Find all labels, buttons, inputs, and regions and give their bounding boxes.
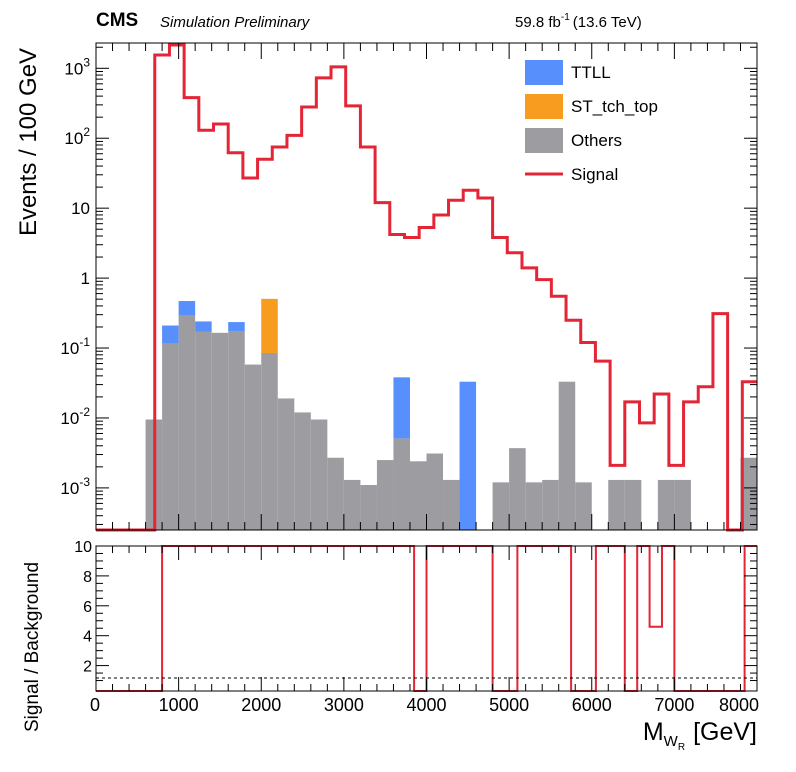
ratio-line	[96, 545, 757, 692]
y-tick-label: 10	[71, 199, 90, 218]
bar-others	[277, 398, 295, 530]
legend-swatch-others	[525, 128, 563, 153]
bar-others	[426, 453, 444, 530]
bar-others	[657, 479, 675, 530]
bar-others	[443, 479, 460, 530]
luminosity-label: 59.8 fb-1 (13.6 TeV)	[515, 12, 642, 31]
legend-label-ttll: TTLL	[571, 63, 611, 82]
experiment-label: CMS	[96, 10, 138, 31]
bar-others	[558, 381, 576, 530]
x-tick-label: 8000	[719, 695, 759, 715]
bar-others	[740, 457, 757, 530]
x-tick-label: 0	[90, 695, 100, 715]
bar-ttll	[162, 325, 179, 344]
bar-others	[360, 485, 377, 530]
x-tick-label: 5000	[489, 695, 529, 715]
x-tick-label: 1000	[159, 695, 199, 715]
bar-others	[261, 352, 278, 530]
bar-others	[343, 479, 361, 530]
x-axis-symbol: M	[643, 718, 664, 746]
x-axis-label: MWR [GeV]	[643, 718, 757, 753]
bar-others	[509, 448, 526, 530]
x-axis-subsubscript: R	[678, 742, 685, 753]
y-tick-label: 10-3	[60, 475, 90, 498]
ratio-y-tick-label: 10	[74, 539, 92, 556]
signal-line	[96, 43, 757, 532]
bar-ttll	[178, 301, 196, 316]
x-tick-label: 3000	[324, 695, 364, 715]
bar-others	[162, 343, 179, 530]
ratio-axes: 2 4 6 8 10 0 1000 2000 3000 4000 5000 6000 7000 8000	[74, 539, 759, 715]
bar-others	[608, 479, 625, 530]
bar-ttll	[393, 377, 410, 439]
bar-ttll	[228, 322, 245, 332]
y-tick-label: 1	[81, 269, 90, 288]
lumi-value: 59.8 fb	[515, 14, 561, 31]
energy-label: (13.6 TeV)	[573, 14, 642, 31]
legend-label-signal: Signal	[571, 165, 618, 184]
x-tick-label: 6000	[572, 695, 612, 715]
bar-others	[244, 364, 262, 530]
main-frame	[95, 42, 758, 531]
ratio-frame	[95, 545, 758, 692]
bar-others	[575, 482, 592, 530]
legend: TTLL ST_tch_top Others Signal	[525, 60, 658, 184]
legend-swatch-st-tch-top	[525, 94, 563, 119]
y-tick-label: 102	[64, 125, 90, 148]
ratio-y-axis-label: Signal / Background	[22, 562, 43, 732]
bar-others	[294, 412, 311, 530]
y-tick-label: 10-1	[60, 335, 90, 358]
ratio-y-tick-label: 2	[83, 659, 92, 676]
x-axis-subscript: W	[664, 733, 679, 750]
x-tick-label: 4000	[406, 695, 446, 715]
bar-others	[211, 332, 229, 530]
bar-others	[674, 479, 691, 530]
main-panel: 10-3 10-2 10-1 1 10 102 103 Events / 100 GeV	[15, 42, 758, 532]
y-tick-label: 103	[64, 55, 90, 78]
bar-others	[376, 460, 394, 530]
bar-others	[228, 331, 245, 530]
bar-others	[525, 482, 543, 530]
bar-others	[327, 457, 344, 530]
ratio-line-group	[96, 545, 757, 692]
lumi-exponent: -1	[561, 12, 570, 23]
bar-others	[492, 482, 510, 530]
legend-label-others: Others	[571, 131, 622, 150]
x-tick-label: 7000	[654, 695, 694, 715]
x-tick-label: 2000	[241, 695, 281, 715]
y-tick-label: 10-2	[60, 405, 90, 428]
bar-others	[409, 461, 427, 530]
bar-ttll	[459, 381, 477, 530]
ratio-y-tick-label: 8	[83, 569, 92, 586]
main-axes: 10-3 10-2 10-1 1 10 102 103	[60, 43, 758, 530]
ratio-y-tick-label: 6	[83, 599, 92, 616]
signal-line-group	[96, 43, 757, 532]
bar-others	[195, 331, 212, 530]
ratio-y-tick-label: 4	[83, 629, 92, 646]
bar-ttll	[195, 321, 212, 332]
histogram-bars	[145, 298, 757, 530]
x-axis-unit: [GeV]	[693, 718, 757, 746]
bar-others	[624, 479, 642, 530]
legend-label-st-tch-top: ST_tch_top	[571, 97, 658, 116]
bar-others	[393, 438, 410, 530]
bar-others	[542, 479, 559, 530]
legend-swatch-ttll	[525, 60, 563, 85]
y-axis-label: Events / 100 GeV	[15, 48, 42, 236]
bar-others	[310, 419, 328, 530]
bar-others	[178, 315, 196, 530]
bar-st-tch-top	[261, 298, 278, 353]
status-label: Simulation Preliminary	[160, 14, 311, 31]
